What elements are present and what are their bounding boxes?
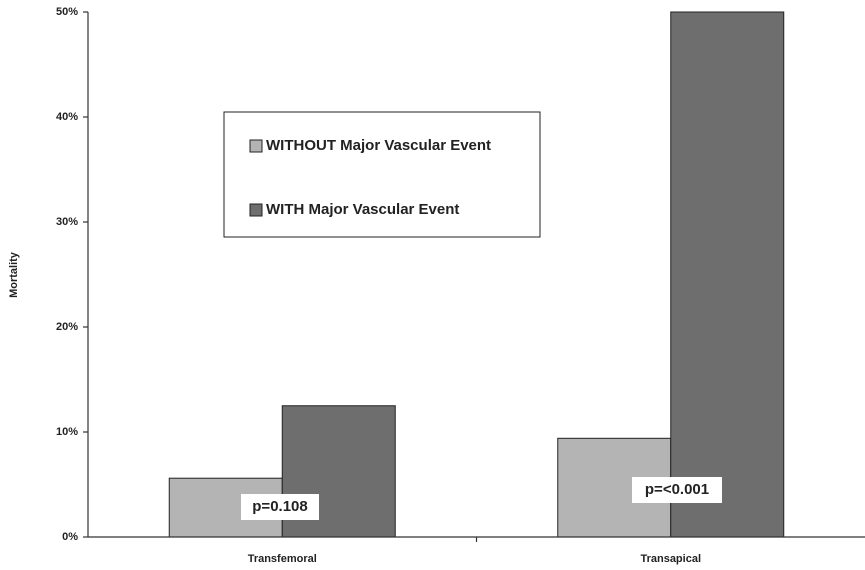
y-tick-label: 40%: [56, 111, 78, 123]
legend-swatch: [249, 139, 263, 153]
legend-swatch: [249, 203, 263, 217]
annotation-box: [632, 477, 722, 503]
y-tick-label: 10%: [56, 426, 78, 438]
annotation-box: [241, 494, 319, 520]
bar: [670, 11, 785, 538]
y-tick-label: 30%: [56, 216, 78, 228]
annotation: p=0.108: [252, 498, 307, 515]
legend-label: WITHOUT Major Vascular Event: [266, 137, 491, 154]
x-tick-label: Transapical: [640, 553, 701, 565]
x-tick-label: Transfemoral: [248, 553, 317, 565]
y-axis-label: Mortality: [8, 251, 20, 298]
y-tick-label: 20%: [56, 321, 78, 333]
y-tick-label: 0%: [62, 531, 78, 543]
y-tick-label: 50%: [56, 6, 78, 18]
annotation: p=<0.001: [645, 481, 709, 498]
legend-label: WITH Major Vascular Event: [266, 201, 459, 218]
legend-box: [223, 111, 541, 238]
